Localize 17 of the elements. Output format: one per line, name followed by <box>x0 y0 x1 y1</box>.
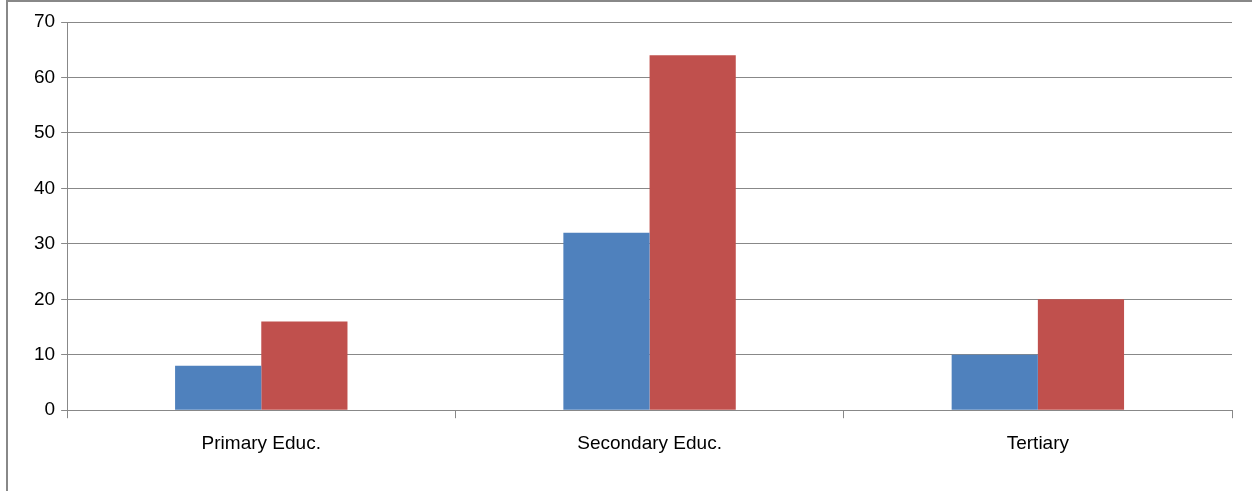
y-tick-label: 10 <box>33 342 56 364</box>
bar <box>175 365 262 410</box>
bar <box>563 232 650 410</box>
bar <box>1037 299 1125 410</box>
y-tick-label: 60 <box>33 65 56 87</box>
y-tick-label: 70 <box>33 10 56 32</box>
y-tick-label: 50 <box>33 121 56 143</box>
x-tick-label: Primary Educ. <box>201 431 321 453</box>
y-tick-label: 30 <box>33 232 56 254</box>
x-tick-label: Tertiary <box>1006 431 1070 453</box>
y-tick-label: 0 <box>44 398 56 420</box>
bar <box>951 354 1038 410</box>
bar <box>649 55 736 410</box>
x-tick-label: Secondary Educ. <box>577 431 722 453</box>
y-tick-label: 20 <box>33 287 56 309</box>
bar <box>261 321 348 410</box>
y-tick-label: 40 <box>33 176 56 198</box>
